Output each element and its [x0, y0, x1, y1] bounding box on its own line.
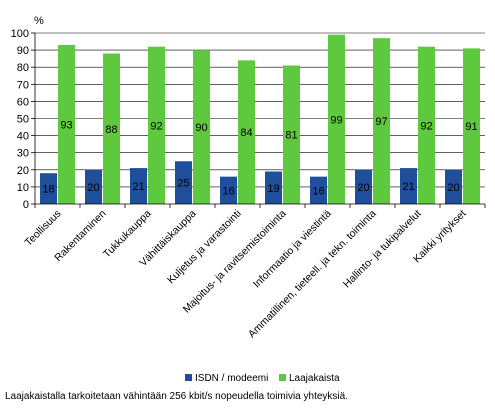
bar-laajakaista [238, 60, 255, 204]
y-tick-label: 0 [23, 199, 29, 211]
legend-swatch-isdn [185, 374, 192, 381]
data-label: 90 [195, 122, 207, 134]
y-tick-label: 10 [17, 182, 29, 194]
bar-isdn [265, 171, 282, 204]
bar-laajakaista [463, 48, 480, 204]
data-label: 99 [330, 114, 342, 126]
x-tick-label: Hallinto- ja tukipalvelut [341, 208, 424, 291]
bar-isdn [85, 169, 102, 204]
data-label: 25 [177, 178, 189, 190]
bar-isdn [310, 176, 327, 204]
data-label: 88 [105, 124, 117, 136]
bar-isdn [445, 169, 462, 204]
data-label: 92 [420, 120, 432, 132]
data-label: 21 [402, 181, 414, 193]
data-label: 16 [222, 185, 234, 197]
bar-laajakaista [193, 50, 210, 204]
data-label: 20 [447, 182, 459, 194]
bar-laajakaista [283, 65, 300, 205]
y-tick-label: 60 [17, 96, 29, 108]
bar-isdn [175, 161, 192, 204]
axes [34, 33, 485, 205]
legend-label-isdn: ISDN / modeemi [195, 373, 268, 384]
data-labels: 18 93 20 88 21 92 25 90 16 84 19 81 16 99 20 97 21 92 20 91 [42, 114, 477, 197]
data-label: 91 [465, 121, 477, 133]
x-tick-label: Teollisuus [23, 208, 64, 249]
y-unit-label: % [34, 15, 44, 27]
x-tick-label: Informaatio ja viestintä [251, 208, 334, 291]
y-tick-label: 100 [11, 28, 29, 40]
y-tick-label: 70 [17, 79, 29, 91]
data-label: 20 [87, 182, 99, 194]
bar-laajakaista [328, 34, 345, 205]
gridlines [35, 32, 485, 188]
legend: ISDN / modeemi Laajakaista [185, 373, 340, 384]
y-tick-label: 90 [17, 45, 29, 57]
x-tick-label: Kuljetus ja varastointi [165, 208, 244, 287]
bar-laajakaista [418, 46, 435, 205]
data-label: 16 [312, 185, 324, 197]
bar-laajakaista [373, 38, 390, 204]
bar-isdn [400, 168, 417, 204]
footnote: Laajakaistalla tarkoitetaan vähintään 25… [5, 391, 348, 402]
y-axis-ticks: 0 10 20 30 40 50 60 70 80 90 100 [11, 28, 35, 211]
data-label: 97 [375, 116, 387, 128]
data-label: 93 [60, 119, 72, 131]
y-tick-label: 30 [17, 148, 29, 160]
legend-swatch-laajakaista [279, 374, 286, 381]
data-label: 92 [150, 120, 162, 132]
y-tick-label: 50 [17, 114, 29, 126]
bar-laajakaista [148, 46, 165, 205]
data-label: 20 [357, 182, 369, 194]
bar-isdn [40, 173, 57, 204]
legend-label-laajakaista: Laajakaista [289, 373, 340, 384]
y-tick-label: 20 [17, 165, 29, 177]
bar-laajakaista [103, 53, 120, 204]
data-label: 21 [132, 181, 144, 193]
data-label: 81 [285, 130, 297, 142]
bar-isdn [355, 169, 372, 204]
bars [40, 34, 480, 205]
bar-isdn [220, 176, 237, 204]
data-label: 18 [42, 184, 54, 196]
y-tick-label: 80 [17, 62, 29, 74]
data-label: 84 [240, 127, 252, 139]
x-axis-ticks: TeollisuusRakentaminenTukkukauppaVähittä… [23, 204, 486, 340]
data-label: 19 [267, 183, 279, 195]
bar-laajakaista [58, 44, 75, 204]
y-tick-label: 40 [17, 131, 29, 143]
bar-isdn [130, 168, 147, 204]
